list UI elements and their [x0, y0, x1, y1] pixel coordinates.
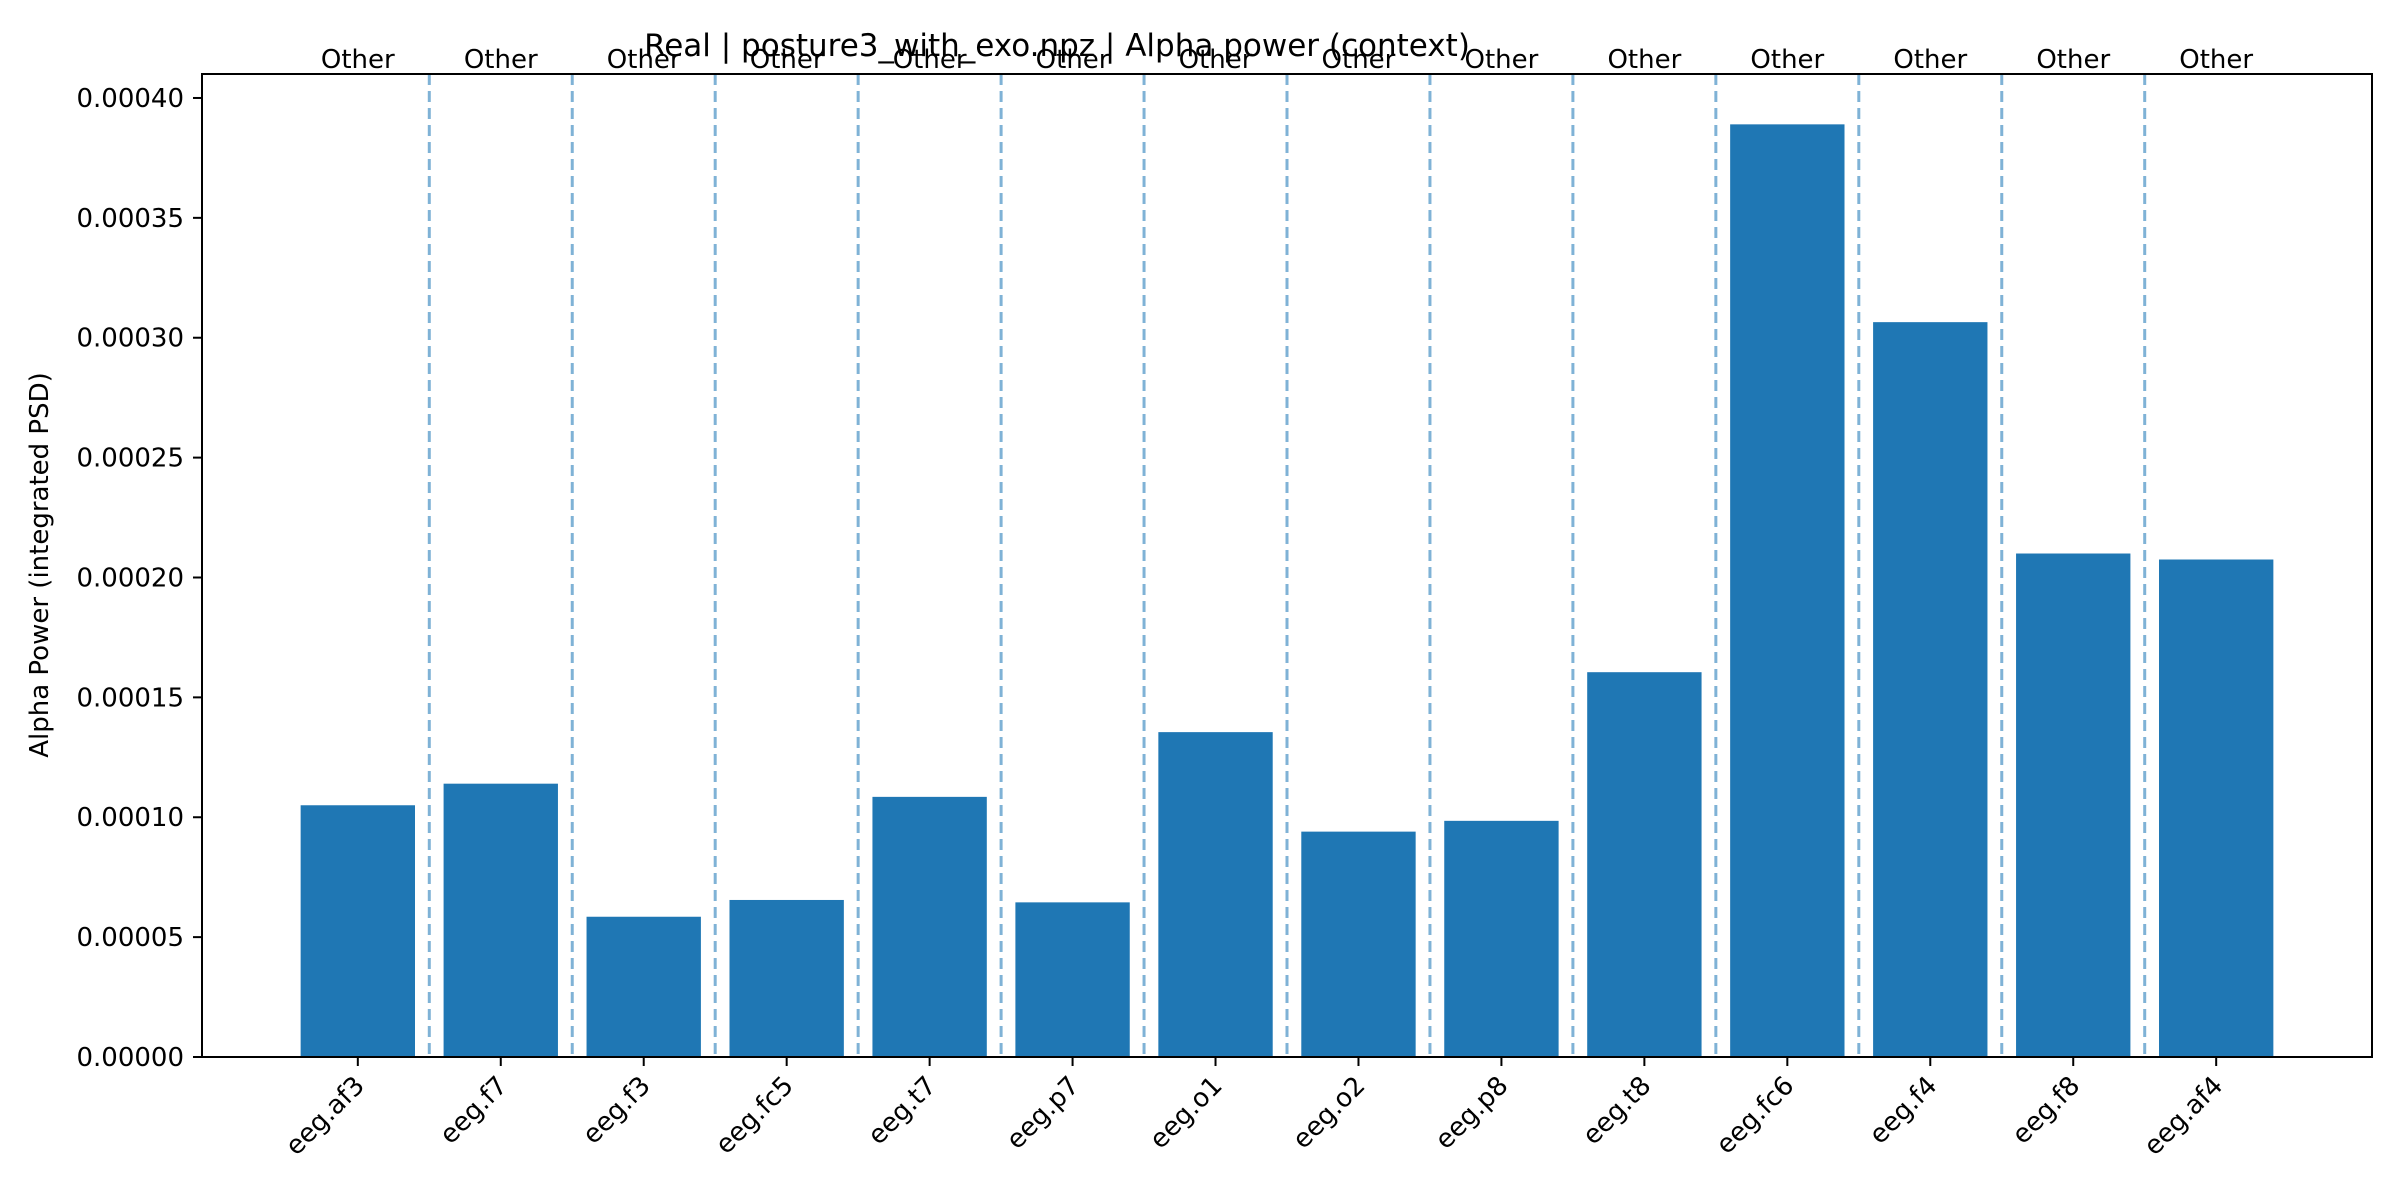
group-labels: Other Other Other Other Other Other Other Other…: [321, 45, 2254, 75]
x-tick-label: eeg.af4: [2138, 1071, 2229, 1162]
x-tick-label: eeg.o2: [1287, 1071, 1371, 1155]
x-axis-ticks: eeg.af3 eeg.f7 eeg.f3 eeg.fc5 eeg.t7 eeg.p7 ee…: [280, 1057, 2229, 1162]
group-label: Other: [1322, 45, 1396, 75]
group-label: Other: [1036, 45, 1110, 75]
x-tick-label: eeg.f3: [577, 1071, 657, 1151]
x-tick-label: eeg.p8: [1430, 1071, 1515, 1156]
y-tick-label: 0.00005: [76, 923, 184, 953]
x-tick-label: eeg.fc6: [1711, 1071, 1801, 1161]
bar-eeg-fc6: [1730, 124, 1845, 1058]
group-label: Other: [1179, 45, 1253, 75]
group-label: Other: [607, 45, 681, 75]
chart-title: Real | posture3_with_exo.npz | Alpha pow…: [644, 28, 1470, 64]
y-tick-label: 0.00010: [76, 803, 184, 833]
x-tick-label: eeg.t7: [862, 1071, 942, 1151]
y-tick-label: 0.00015: [76, 683, 184, 713]
group-label: Other: [1465, 45, 1539, 75]
bar-eeg-p8: [1444, 820, 1559, 1057]
group-label: Other: [750, 45, 824, 75]
group-label: Other: [2179, 45, 2253, 75]
bar-eeg-af3: [300, 805, 415, 1057]
group-label: Other: [2036, 45, 2110, 75]
y-axis-ticks: 0.00000 0.00005 0.00010 0.00015 0.00020 0.000…: [76, 84, 202, 1073]
y-tick-label: 0.00035: [76, 204, 184, 234]
bar-eeg-f8: [2016, 553, 2131, 1057]
bar-eeg-f3: [586, 916, 701, 1057]
group-label: Other: [1607, 45, 1681, 75]
y-tick-label: 0.00030: [76, 324, 184, 354]
x-tick-label: eeg.o1: [1144, 1071, 1228, 1155]
bars: [300, 124, 2274, 1058]
x-tick-label: eeg.f8: [2007, 1071, 2087, 1151]
bar-eeg-t8: [1587, 672, 1702, 1057]
y-tick-label: 0.00020: [76, 563, 184, 593]
bar-eeg-p7: [1015, 902, 1130, 1057]
x-tick-label: eeg.p7: [1001, 1071, 1086, 1156]
x-tick-label: eeg.fc5: [710, 1071, 800, 1161]
plot-frame: [201, 73, 2373, 1058]
separator-lines: [427, 74, 2147, 1057]
group-label: Other: [1750, 45, 1824, 75]
group-label: Other: [321, 45, 395, 75]
group-label: Other: [893, 45, 967, 75]
bar-eeg-f7: [443, 783, 558, 1057]
x-tick-label: eeg.af3: [280, 1071, 371, 1162]
bar-eeg-f4: [1873, 322, 1988, 1057]
bar-eeg-af4: [2159, 559, 2274, 1057]
bar-eeg-o1: [1158, 732, 1273, 1057]
y-tick-label: 0.00025: [76, 444, 184, 474]
y-axis-label: Alpha Power (integrated PSD): [25, 372, 55, 758]
x-tick-label: eeg.t8: [1577, 1071, 1657, 1151]
bar-eeg-o2: [1301, 831, 1416, 1057]
x-tick-label: eeg.f4: [1864, 1071, 1944, 1151]
bar-eeg-t7: [872, 796, 987, 1057]
bar-eeg-fc5: [729, 899, 844, 1057]
x-tick-label: eeg.f7: [434, 1071, 514, 1151]
group-label: Other: [1893, 45, 1967, 75]
y-tick-label: 0.00000: [76, 1043, 184, 1073]
group-label: Other: [464, 45, 538, 75]
y-tick-label: 0.00040: [76, 84, 184, 114]
